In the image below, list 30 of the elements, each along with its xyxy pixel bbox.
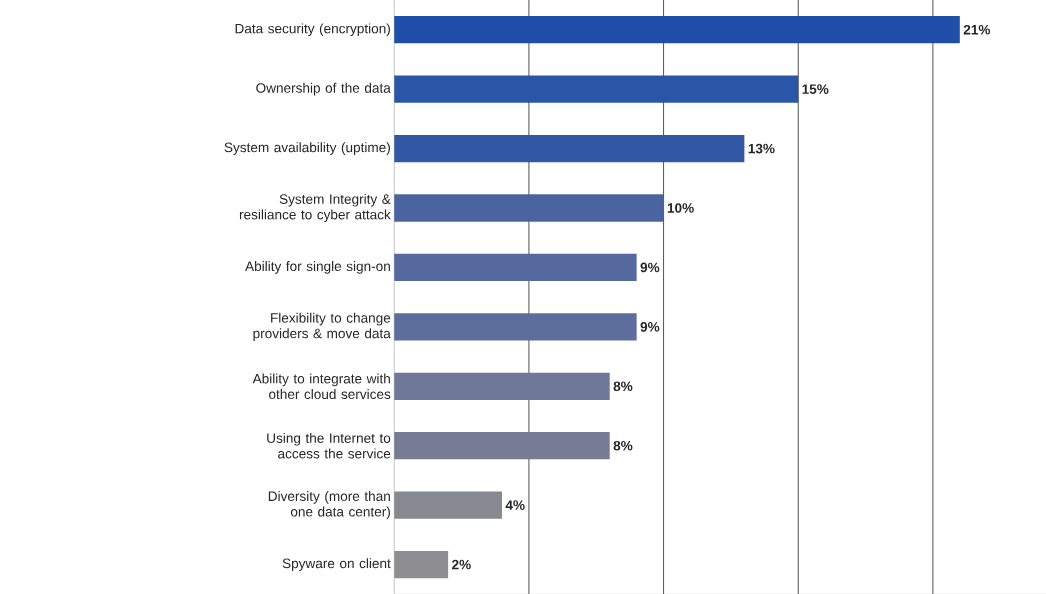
y-tick-label: Flexibility to change providers & move data [253,312,391,341]
bar [394,431,610,460]
y-tick-label: Ability to integrate with other cloud services [252,373,391,399]
y-tick-label: Data security (encryption) [235,23,390,36]
bar [394,15,960,44]
bar [394,134,745,163]
y-tick-label: System availability (uptime) [224,142,390,155]
bar [394,313,637,341]
data-label: 21% [963,24,991,35]
y-tick-label: Ownership of the data [256,82,391,96]
bar [394,194,664,222]
data-label: 9% [640,321,660,332]
bar [394,372,610,400]
bar [394,253,637,281]
bar [394,491,502,519]
data-label: 15% [802,84,829,94]
data-label: 9% [640,262,660,273]
data-label: 8% [613,381,633,391]
data-label: 10% [667,203,694,213]
data-label: 8% [613,440,633,451]
data-label: 4% [505,500,525,510]
y-tick-label: Diversity (more than one data center) [268,490,390,520]
bar [394,75,799,103]
y-tick-label: Spyware on client [282,558,391,571]
y-tick-label: Using the Internet to access the service [267,432,391,459]
data-label: 13% [748,143,775,154]
y-tick-label: Ability for single sign-on [245,260,390,274]
bar [394,550,449,579]
y-tick-label: System Integrity & resiliance to cyber attack [239,193,391,222]
data-label: 2% [452,559,471,570]
